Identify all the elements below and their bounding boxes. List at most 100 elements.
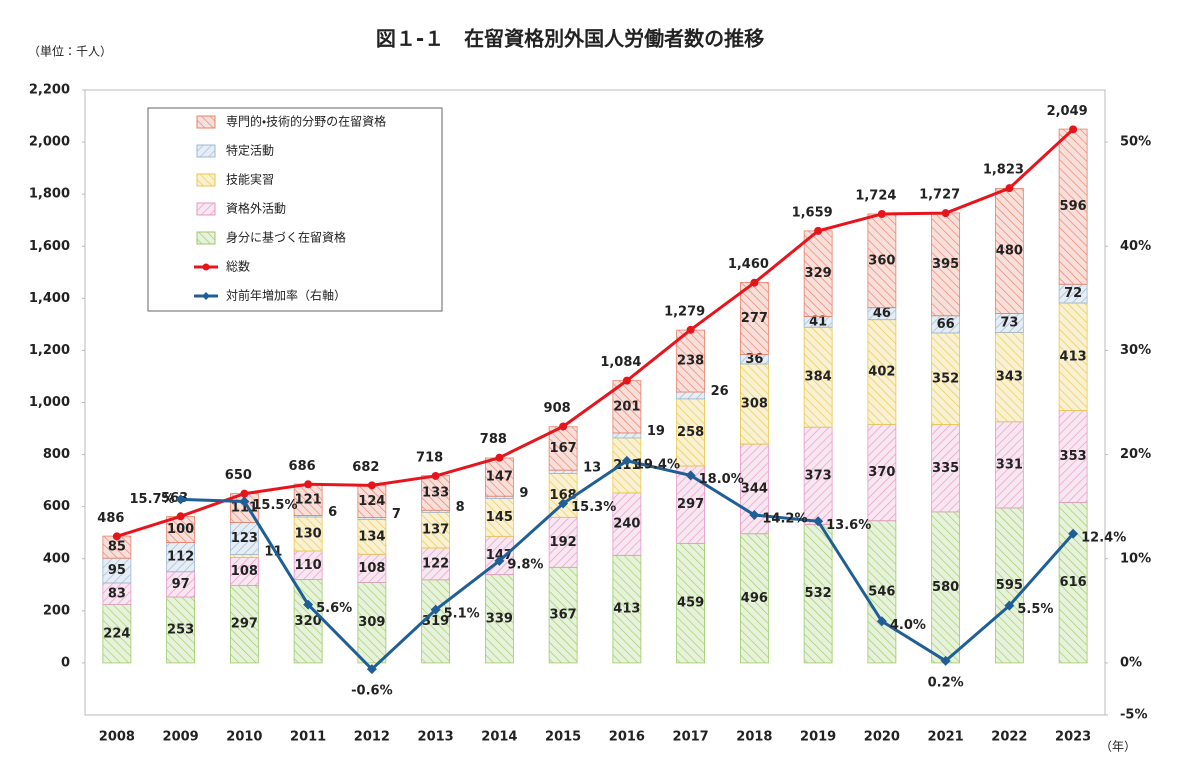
y2-tick-label: 20% xyxy=(1120,447,1151,462)
bar-segment xyxy=(102,557,132,584)
x-tick-label: 2013 xyxy=(418,730,454,745)
rate-label: 5.5% xyxy=(1017,602,1053,617)
legend-label: 対前年増加率（右軸） xyxy=(226,288,346,303)
y-unit: （単位：千人） xyxy=(28,45,112,59)
y-tick-label: 1,400 xyxy=(29,291,70,306)
bar-segment xyxy=(994,332,1024,423)
legend-label: 専門的・技術的分野の在留資格 xyxy=(226,114,386,129)
rate-label: 5.1% xyxy=(444,606,480,621)
marker xyxy=(814,226,823,235)
x-tick-label: 2022 xyxy=(991,730,1027,745)
total-label: 1,084 xyxy=(600,355,641,370)
marker xyxy=(622,376,631,385)
bar-segment xyxy=(994,188,1024,314)
bar-segment xyxy=(994,507,1024,664)
legend-label: 資格外活動 xyxy=(226,201,286,216)
segment-label: 121 xyxy=(295,492,322,507)
x-tick-label: 2020 xyxy=(864,730,900,745)
bar-segment xyxy=(803,426,833,525)
bar-segment xyxy=(357,484,387,519)
segment-label: 110 xyxy=(295,558,322,573)
legend-swatch xyxy=(196,202,216,216)
y-tick-label: 1,800 xyxy=(29,187,70,202)
segment-label: 616 xyxy=(1060,575,1087,590)
y-tick-label: 1,000 xyxy=(29,395,70,410)
bar-segment xyxy=(867,319,897,425)
marker xyxy=(941,209,950,218)
marker xyxy=(940,655,951,666)
rate-label: 15.7% xyxy=(130,492,175,507)
y2-tick-label: 40% xyxy=(1120,239,1151,254)
segment-label: 596 xyxy=(1060,199,1087,214)
segment-label: 344 xyxy=(741,481,768,496)
y2-tick-label: -5% xyxy=(1120,708,1147,723)
segment-label: 360 xyxy=(868,253,895,268)
segment-label: 402 xyxy=(868,365,895,380)
x-tick-label: 2015 xyxy=(545,730,581,745)
marker xyxy=(112,532,121,541)
total-label: 1,823 xyxy=(983,163,1024,178)
y-tick-label: 400 xyxy=(43,551,70,566)
y-tick-label: 1,200 xyxy=(29,343,70,358)
bar-segment xyxy=(293,516,323,552)
bar-segment xyxy=(867,213,897,309)
segment-label: 95 xyxy=(108,563,126,578)
marker xyxy=(303,599,314,610)
segment-label: 66 xyxy=(937,317,955,332)
x-tick-label: 2014 xyxy=(481,730,517,745)
total-label: 1,659 xyxy=(792,205,833,220)
segment-label: 546 xyxy=(868,584,895,599)
segment-label: 19 xyxy=(647,424,665,439)
legend-label: 特定活動 xyxy=(226,143,274,158)
bar-segment xyxy=(484,457,514,497)
marker xyxy=(431,471,440,480)
segment-label: 367 xyxy=(550,608,577,623)
bar-segment xyxy=(548,426,578,471)
rate-label: 14.2% xyxy=(762,512,807,527)
rate-label: 15.5% xyxy=(252,498,297,513)
bar-segment xyxy=(612,492,642,556)
marker xyxy=(813,516,824,527)
rate-label: 19.4% xyxy=(635,457,680,472)
segment-label: 100 xyxy=(167,522,194,537)
segment-label: 123 xyxy=(231,531,258,546)
y-tick-label: 600 xyxy=(43,499,70,514)
bar-segment xyxy=(803,326,833,428)
segment-label: 36 xyxy=(745,352,763,367)
segment-label: 413 xyxy=(613,602,640,617)
marker xyxy=(621,455,632,466)
x-tick-label: 2023 xyxy=(1055,730,1091,745)
marker xyxy=(495,453,504,462)
bar-segment xyxy=(994,421,1024,509)
segment-label: 124 xyxy=(358,494,385,509)
y-tick-label: 2,000 xyxy=(29,135,70,150)
segment-label: 6 xyxy=(328,505,337,520)
segment-label: 72 xyxy=(1064,286,1082,301)
bar-segment xyxy=(803,523,833,664)
marker xyxy=(430,604,441,615)
total-label: 682 xyxy=(352,460,379,475)
y-tick-label: 2,200 xyxy=(29,83,70,98)
segment-label: 580 xyxy=(932,580,959,595)
bar-segment xyxy=(676,329,706,393)
x-tick-label: 2012 xyxy=(354,730,390,745)
marker xyxy=(1069,125,1078,134)
segment-label: 353 xyxy=(1060,449,1087,464)
marker xyxy=(1004,600,1015,611)
marker xyxy=(366,664,377,675)
legend-label: 総数 xyxy=(226,259,250,274)
segment-label: 352 xyxy=(932,371,959,386)
segment-label: 13 xyxy=(583,460,601,475)
marker xyxy=(240,489,249,498)
bar-segment xyxy=(931,212,961,317)
segment-label: 238 xyxy=(677,354,704,369)
segment-label: 8 xyxy=(456,500,465,515)
segment-label: 7 xyxy=(392,507,401,522)
rate-label: 0.2% xyxy=(928,675,964,690)
y2-tick-label: 0% xyxy=(1120,655,1142,670)
bar-segment xyxy=(166,542,196,573)
bar-segment xyxy=(484,574,514,664)
bar-segment xyxy=(548,516,578,568)
legend-swatch xyxy=(196,115,216,129)
rate-label: 12.4% xyxy=(1081,530,1126,545)
